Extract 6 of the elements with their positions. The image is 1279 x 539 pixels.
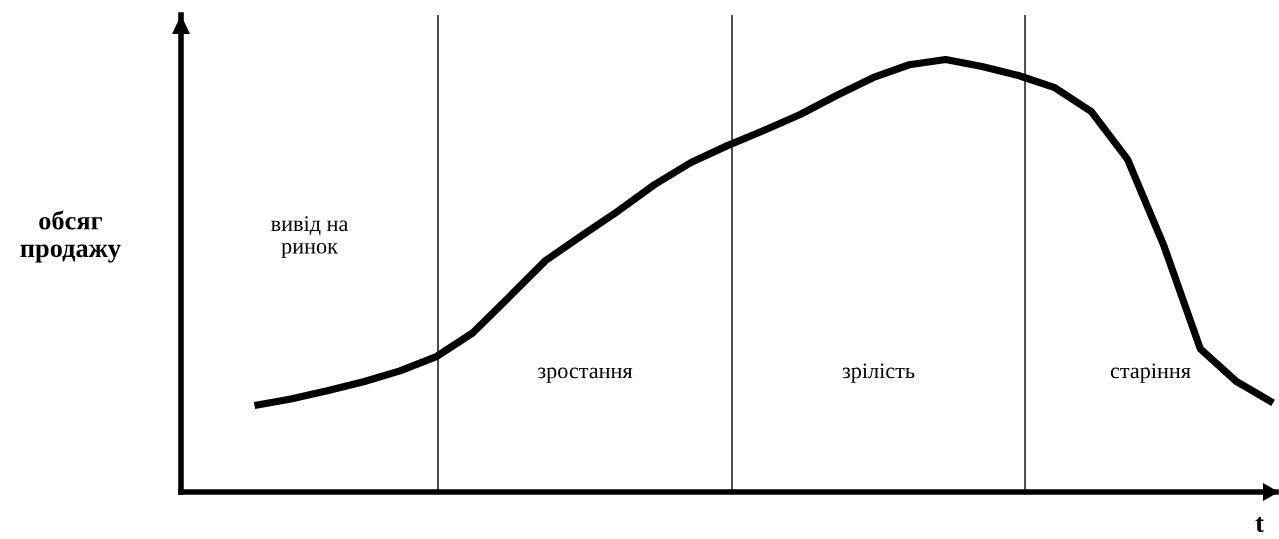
y-axis-title: обсяг продажу (20, 210, 121, 263)
annotation: зрілість (842, 363, 915, 383)
x-axis-title: t (1255, 516, 1264, 532)
annotation: старіння (1110, 363, 1191, 383)
annotation: вивід на ринок (271, 216, 349, 259)
annotation: зростання (537, 367, 633, 383)
